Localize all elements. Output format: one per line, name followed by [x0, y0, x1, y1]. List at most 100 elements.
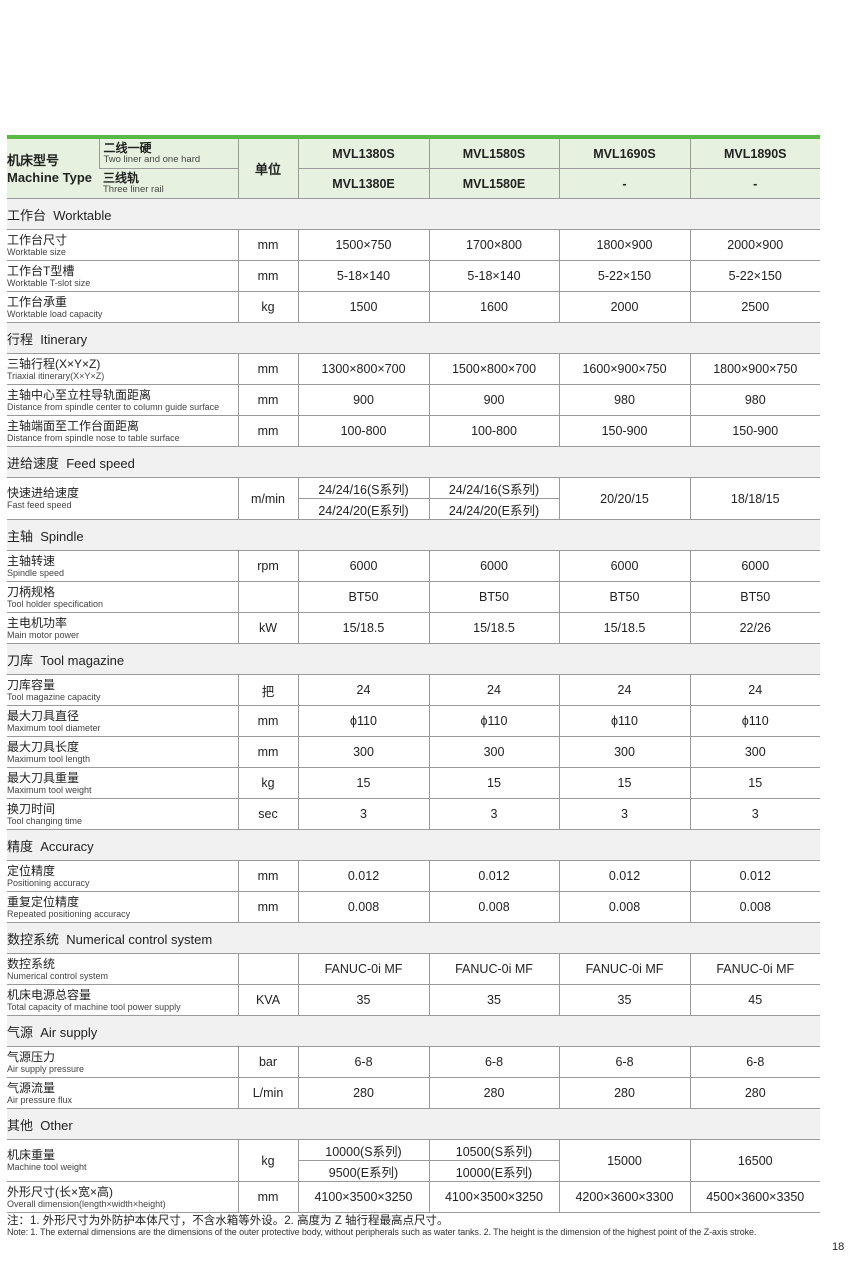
e-series-zh: 三线轨: [103, 171, 140, 185]
spec-label: 工作台T型槽 Worktable T-slot size: [7, 260, 238, 292]
spec-unit: mm: [237, 260, 298, 292]
spec-value: 100-800: [428, 415, 559, 447]
spec-row: 机床重量 Machine tool weight kg 10000(S系列) 9500(…: [7, 1139, 820, 1182]
split-cell: 24/24/16(S系列) 24/24/20(E系列): [298, 478, 429, 519]
spec-value-e: 24/24/20(E系列): [298, 498, 429, 519]
spec-label-zh: 外形尺寸(长×宽×高): [7, 1184, 114, 1199]
spec-value: 0.008: [558, 891, 690, 923]
spec-label-zh: 最大刀具直径: [7, 708, 80, 723]
spec-label-en: Machine tool weight: [7, 1162, 87, 1172]
spec-label: 三轴行程(X×Y×Z) Triaxial itinerary(X×Y×Z): [7, 353, 238, 385]
spec-label-zh: 工作台尺寸: [7, 232, 68, 247]
section-title: 进给速度 Feed speed: [7, 446, 820, 478]
spec-value-e: 9500(E系列): [298, 1160, 429, 1181]
model-header: MVL1690S: [558, 139, 690, 169]
spec-label-en: Maximum tool diameter: [7, 722, 101, 733]
split-cell: 10000(S系列) 9500(E系列): [298, 1140, 429, 1181]
spec-value: 1600×900×750: [558, 353, 690, 385]
spec-value: FANUC-0i MF: [689, 953, 820, 985]
spec-value: 150-900: [558, 415, 690, 447]
spec-value: FANUC-0i MF: [558, 953, 690, 985]
section-title: 刀库 Tool magazine: [7, 643, 820, 675]
spec-value-split: 10000(S系列) 9500(E系列): [297, 1139, 429, 1182]
spec-row: 机床电源总容量 Total capacity of machine tool po…: [7, 984, 820, 1016]
model-header: MVL1580E: [428, 168, 559, 199]
spec-value: 22/26: [689, 612, 820, 644]
spec-label: 最大刀具重量 Maximum tool weight: [7, 767, 238, 799]
spec-value: 0.008: [689, 891, 820, 923]
spec-value: 0.012: [558, 860, 690, 892]
spec-value: 300: [689, 736, 820, 768]
spec-row: 数控系统 Numerical control system FANUC-0i MF F…: [7, 953, 820, 985]
spec-value: 6-8: [297, 1046, 429, 1078]
spec-unit: sec: [237, 798, 298, 830]
spec-label-en: Maximum tool weight: [7, 784, 92, 795]
spec-value: 300: [558, 736, 690, 768]
spec-unit: mm: [237, 229, 298, 261]
spec-value: 5-22×150: [558, 260, 690, 292]
model-header: MVL1890S: [689, 139, 820, 169]
spec-label-en: Worktable size: [7, 246, 66, 257]
spec-value: 100-800: [297, 415, 429, 447]
spec-row: 气源压力 Air supply pressure bar 6-8 6-8 6-8 6-8: [7, 1046, 820, 1078]
spec-value: 4200×3600×3300: [558, 1181, 690, 1213]
spec-label-zh: 数控系统: [7, 956, 56, 971]
note-en: Note: 1. The external dimensions are the…: [7, 1227, 757, 1237]
spec-label: 数控系统 Numerical control system: [7, 953, 238, 985]
spec-value-s: 24/24/16(S系列): [318, 482, 409, 497]
spec-value: 6-8: [689, 1046, 820, 1078]
spec-table-container: 机床型号 Machine Type 二线一硬 Two liner and one…: [7, 135, 820, 1213]
spec-value: 280: [297, 1077, 429, 1109]
spec-row: 气源流量 Air pressure flux L/min 280 280 280 280: [7, 1077, 820, 1109]
split-cell: 24/24/16(S系列) 24/24/20(E系列): [429, 478, 559, 519]
spec-unit: KVA: [237, 984, 298, 1016]
spec-label: 刀柄规格 Tool holder specification: [7, 581, 238, 613]
spec-label-zh: 气源流量: [7, 1080, 56, 1095]
section-title: 主轴 Spindle: [7, 519, 820, 551]
header-row-s: 机床型号 Machine Type 二线一硬 Two liner and one…: [7, 139, 820, 199]
spec-label-zh: 最大刀具重量: [7, 770, 80, 785]
spec-label: 主轴端面至工作台面距离 Distance from spindle nose to…: [7, 415, 238, 447]
spec-value-e: 24/24/20(E系列): [429, 498, 559, 519]
spec-unit: mm: [237, 1181, 298, 1213]
spec-value-s: 24/24/16(S系列): [448, 482, 540, 497]
section-title: 气源 Air supply: [7, 1015, 820, 1047]
spec-value: 5-22×150: [689, 260, 820, 292]
spec-label-zh: 气源压力: [7, 1049, 56, 1064]
spec-value: 24: [689, 674, 820, 706]
spec-unit: mm: [237, 736, 298, 768]
spec-value: 0.012: [689, 860, 820, 892]
spec-row: 最大刀具长度 Maximum tool length mm 300 300 300 300: [7, 736, 820, 768]
spec-value-s: 10000(S系列): [325, 1144, 402, 1159]
spec-label-en: Spindle speed: [7, 567, 65, 578]
model-header: MVL1380S: [297, 139, 429, 169]
spec-value: 1500: [297, 291, 429, 323]
spec-value: BT50: [297, 581, 429, 613]
spec-value: 3: [428, 798, 559, 830]
spec-value: 1500×800×700: [428, 353, 559, 385]
spec-value: 6000: [428, 550, 559, 582]
spec-row: 快速进给速度 Fast feed speed m/min 24/24/16(S系列) 2…: [7, 477, 820, 520]
spec-table: 机床型号 Machine Type 二线一硬 Two liner and one…: [7, 139, 820, 1213]
spec-label-zh: 刀柄规格: [7, 584, 56, 599]
spec-value: 1800×900×750: [689, 353, 820, 385]
spec-label: 最大刀具直径 Maximum tool diameter: [7, 705, 238, 737]
spec-value: 3: [558, 798, 690, 830]
spec-row: 刀柄规格 Tool holder specification BT50 BT50 BT5…: [7, 581, 820, 613]
spec-label: 气源压力 Air supply pressure: [7, 1046, 238, 1078]
spec-label: 主轴中心至立柱导轨面距离 Distance from spindle center…: [7, 384, 238, 416]
header-row-e: 三线轨 Three liner rail MVL1380E MVL1580E -…: [7, 168, 820, 199]
spec-label: 外形尺寸(长×宽×高) Overall dimension(length×widt…: [7, 1181, 238, 1213]
spec-value: 24: [297, 674, 429, 706]
spec-label-en: Tool changing time: [7, 815, 83, 826]
spec-label-zh: 工作台T型槽: [7, 263, 75, 278]
spec-value: 24: [558, 674, 690, 706]
spec-value: 4100×3500×3250: [428, 1181, 559, 1213]
section-row: 进给速度 Feed speed: [7, 446, 820, 478]
spec-value: 300: [428, 736, 559, 768]
spec-value: 5-18×140: [297, 260, 429, 292]
section-row: 数控系统 Numerical control system: [7, 922, 820, 954]
spec-row: 主轴转速 Spindle speed rpm 6000 6000 6000 6000: [7, 550, 820, 582]
spec-unit: [237, 581, 298, 613]
spec-label-zh: 机床电源总容量: [7, 987, 92, 1002]
